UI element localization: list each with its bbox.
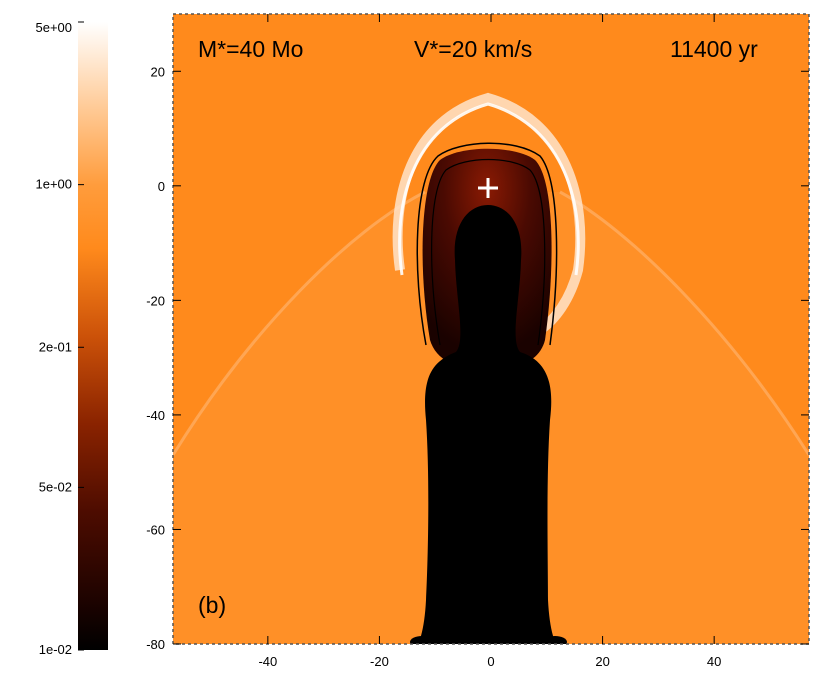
bright-shell-rim bbox=[398, 102, 580, 276]
mass-annotation: M*=40 Mo bbox=[198, 36, 303, 62]
x-tick-label: -40 bbox=[258, 654, 277, 669]
colorbar-tick-label: 2e-01 bbox=[39, 339, 72, 354]
y-tick-label: -60 bbox=[146, 522, 165, 537]
y-tick-label: 0 bbox=[158, 179, 165, 194]
plot-area: -40 -20 0 20 40 20 0 -20 -40 -60 -80 M*=40 Mo V*=… bbox=[146, 13, 810, 669]
y-tick-label: 20 bbox=[151, 64, 165, 79]
velocity-annotation: V*=20 km/s bbox=[414, 36, 532, 62]
contour-inner bbox=[431, 158, 546, 346]
y-ticks: 20 0 -20 -40 -60 -80 bbox=[146, 64, 809, 652]
bright-shell bbox=[392, 92, 586, 335]
contour-outer bbox=[416, 142, 558, 346]
x-tick-label: 20 bbox=[595, 654, 609, 669]
y-tick-label: -20 bbox=[146, 293, 165, 308]
outer-bow-shock-edge bbox=[173, 190, 809, 456]
colorbar-tick-label: 5e+00 bbox=[35, 20, 72, 35]
colorbar-ticks: 5e+00 1e+00 2e-01 5e-02 1e-02 bbox=[35, 20, 84, 657]
colorbar-tick-label: 5e-02 bbox=[39, 479, 72, 494]
bottom-blob-right bbox=[543, 636, 567, 644]
x-tick-label: -20 bbox=[370, 654, 389, 669]
colorbar: 5e+00 1e+00 2e-01 5e-02 1e-02 bbox=[35, 20, 108, 657]
x-tick-label: 40 bbox=[707, 654, 721, 669]
y-tick-label: -80 bbox=[146, 637, 165, 652]
x-ticks: -40 -20 0 20 40 bbox=[258, 14, 721, 669]
time-annotation: 11400 yr bbox=[670, 36, 758, 62]
bottom-blob-left bbox=[410, 636, 434, 644]
star-marker bbox=[478, 178, 498, 198]
y-tick-label: -40 bbox=[146, 408, 165, 423]
colorbar-tick-label: 1e-02 bbox=[39, 642, 72, 657]
x-tick-label: 0 bbox=[487, 654, 494, 669]
tail-cavity bbox=[418, 205, 556, 644]
colorbar-rect bbox=[78, 22, 108, 650]
colorbar-tick-label: 1e+00 bbox=[35, 177, 72, 192]
panel-label: (b) bbox=[198, 592, 226, 618]
